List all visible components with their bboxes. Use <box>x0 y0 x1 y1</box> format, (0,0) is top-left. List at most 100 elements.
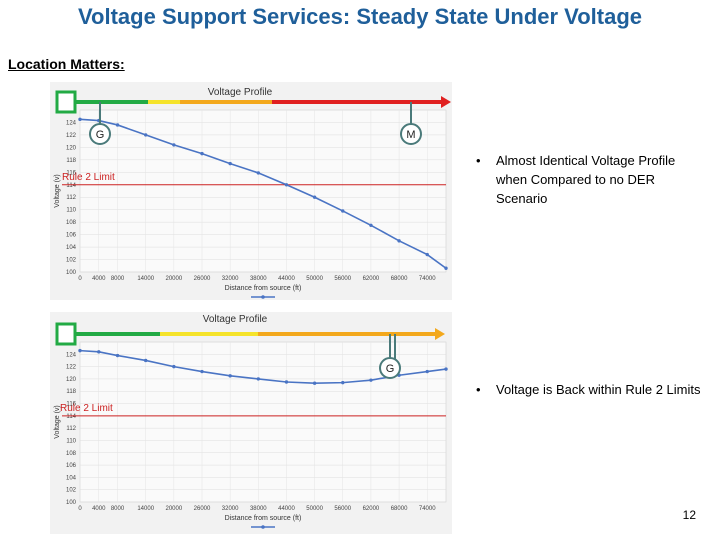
y-tick-label: 114 <box>66 183 76 189</box>
series-point <box>425 369 429 374</box>
x-tick-label: 20000 <box>166 276 183 282</box>
series-point <box>172 143 176 147</box>
x-tick-label: 68000 <box>391 506 408 512</box>
x-tick-label: 14000 <box>137 276 154 282</box>
y-tick-label: 100 <box>66 500 77 506</box>
series-point <box>78 348 82 353</box>
bullet-1: • Almost Identical Voltage Profile when … <box>476 151 706 208</box>
x-tick-label: 62000 <box>363 276 380 282</box>
series-point <box>341 380 345 385</box>
limit-label: Rule 2 Limit <box>60 403 113 414</box>
series-point <box>115 353 120 358</box>
color-arrow <box>55 322 445 346</box>
arrowhead <box>435 328 445 340</box>
series-point <box>425 252 429 257</box>
y-tick-label: 104 <box>66 245 77 251</box>
series-point <box>97 350 101 354</box>
series-point <box>444 266 448 270</box>
y-tick-label: 120 <box>66 377 77 383</box>
y-axis-label: Voltage (v) <box>54 174 61 207</box>
y-tick-label: 108 <box>66 220 77 226</box>
y-tick-label: 120 <box>66 145 77 151</box>
y-tick-label: 102 <box>66 488 77 494</box>
y-tick-label: 118 <box>66 389 76 395</box>
x-tick-label: 44000 <box>278 506 295 512</box>
x-tick-label: 50000 <box>306 506 323 512</box>
y-tick-label: 110 <box>66 438 76 444</box>
series-point <box>256 377 261 381</box>
series-point <box>397 239 401 243</box>
marker-circle <box>89 123 111 145</box>
y-tick-label: 100 <box>66 270 77 276</box>
series-point <box>172 364 176 369</box>
marker-label: G <box>386 363 395 375</box>
y-tick-label: 114 <box>66 414 76 420</box>
voltage-profile-chart-2: Voltage Profile 126124122120118116114112… <box>50 312 452 534</box>
arrowhead <box>441 96 451 108</box>
x-axis-label: Distance from source (ft) <box>225 515 302 522</box>
series-point <box>115 123 120 127</box>
y-axis-label: Voltage (v) <box>54 405 61 438</box>
y-tick-label: 122 <box>66 365 77 371</box>
source-square <box>55 322 77 346</box>
x-tick-label: 74000 <box>419 506 436 512</box>
x-tick-label: 56000 <box>334 506 351 512</box>
x-tick-label: 8000 <box>111 276 125 282</box>
y-tick-label: 112 <box>66 195 76 201</box>
series-point <box>312 381 317 385</box>
x-tick-label: 26000 <box>194 506 211 512</box>
voltage-profile-chart-1: Voltage Profile 126124122120118116114112… <box>50 82 452 300</box>
x-tick-label: 56000 <box>334 276 351 282</box>
y-tick-label: 108 <box>66 451 77 457</box>
bullet-text: Almost Identical Voltage Profile when Co… <box>496 153 676 206</box>
color-arrow <box>55 90 451 114</box>
bullet-2: • Voltage is Back within Rule 2 Limits <box>476 380 706 399</box>
source-square <box>55 90 77 114</box>
series-point <box>312 195 317 199</box>
x-tick-label: 4000 <box>92 506 106 512</box>
y-tick-label: 106 <box>66 233 77 239</box>
grid-and-axes: 1261241221201181161141121101081061041021… <box>54 108 447 299</box>
series-point <box>369 223 373 227</box>
x-tick-label: 50000 <box>306 276 323 282</box>
x-tick-label: 8000 <box>111 506 125 512</box>
x-tick-label: 32000 <box>222 506 239 512</box>
series-point <box>369 378 373 382</box>
series-point <box>284 183 289 187</box>
x-tick-label: 20000 <box>166 506 183 512</box>
y-tick-label: 118 <box>66 158 76 164</box>
series-point <box>341 209 345 213</box>
marker-label: M <box>406 129 415 141</box>
series-point <box>143 133 148 137</box>
x-tick-label: 74000 <box>419 276 436 282</box>
series-point <box>78 117 82 122</box>
y-tick-label: 106 <box>66 463 77 469</box>
x-tick-label: 38000 <box>250 506 267 512</box>
chart-title: Voltage Profile <box>208 87 273 98</box>
legend-marker <box>261 295 265 299</box>
x-tick-label: 0 <box>78 506 82 512</box>
x-tick-label: 4000 <box>92 276 106 282</box>
marker-circle <box>379 357 401 379</box>
x-tick-label: 68000 <box>391 276 408 282</box>
series-point <box>200 369 204 374</box>
y-tick-label: 124 <box>66 352 77 358</box>
x-tick-label: 14000 <box>137 506 154 512</box>
page-number: 12 <box>682 508 696 522</box>
x-tick-label: 44000 <box>278 276 295 282</box>
y-tick-label: 112 <box>66 426 76 432</box>
y-tick-label: 110 <box>66 208 76 214</box>
series-point <box>200 151 204 156</box>
bullet-dot: • <box>476 382 481 397</box>
plot-area <box>79 109 447 273</box>
legend-marker <box>261 525 265 529</box>
bullet-dot: • <box>476 153 481 168</box>
y-tick-label: 122 <box>66 133 77 139</box>
y-tick-label: 104 <box>66 475 77 481</box>
limit-label: Rule 2 Limit <box>62 172 115 183</box>
x-tick-label: 32000 <box>222 276 239 282</box>
series-point <box>228 374 232 378</box>
markers: G <box>379 334 401 379</box>
series-point <box>228 161 232 166</box>
